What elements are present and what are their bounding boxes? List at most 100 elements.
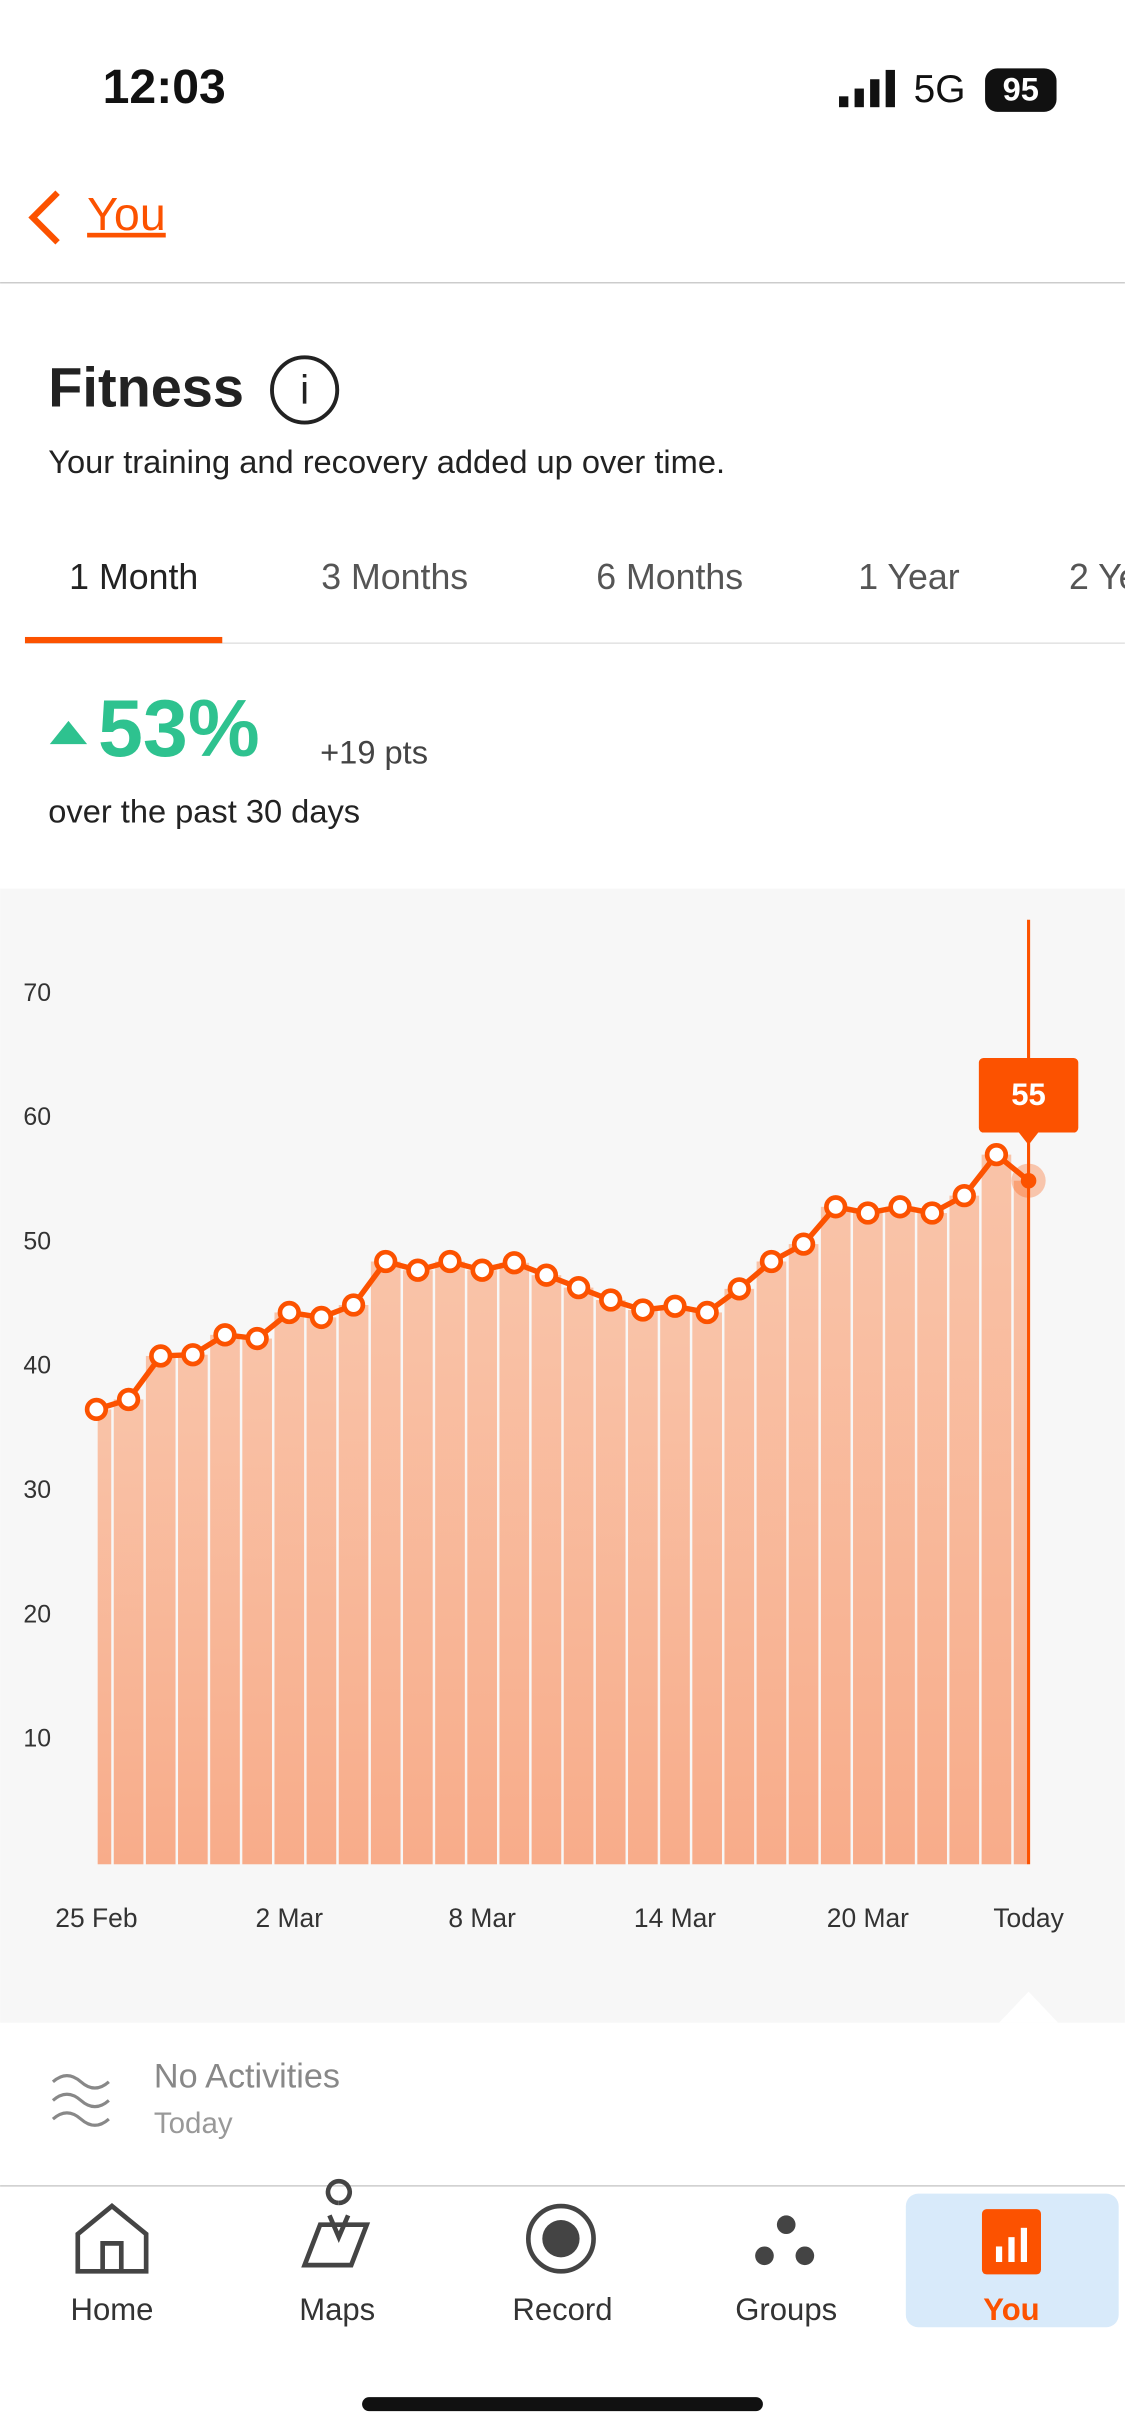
point <box>374 1249 398 1274</box>
tooltip <box>978 1057 1079 1133</box>
x-tick-label: 20 Mar <box>827 1903 909 1933</box>
point <box>181 1343 205 1367</box>
point <box>534 1263 559 1287</box>
bar <box>820 1206 851 1865</box>
bar <box>435 1261 465 1865</box>
x-tick-label: Today <box>993 1903 1064 1933</box>
info-icon[interactable] <box>270 355 340 425</box>
point <box>663 1294 687 1318</box>
bar <box>242 1338 272 1865</box>
info-i: i <box>300 367 309 413</box>
point <box>759 1249 784 1274</box>
y-tick-label: 30 <box>23 1477 51 1504</box>
point <box>470 1258 494 1282</box>
chart: 10 20 30 40 50 60 70 25 Feb 2 Mar 8 Mar 14 Mar 20 M… <box>23 919 1079 1933</box>
tab[interactable]: 1 Month <box>69 557 198 597</box>
tab-label[interactable]: Maps <box>299 2292 375 2327</box>
point <box>406 1258 430 1282</box>
activity-icon <box>51 2074 110 2127</box>
tab[interactable]: 2 Years <box>1069 557 1125 597</box>
title: Fitness <box>48 355 244 418</box>
point <box>824 1195 848 1219</box>
x-tick-label: 25 Feb <box>55 1903 137 1933</box>
bar <box>595 1300 626 1865</box>
bar <box>628 1309 658 1865</box>
tooltip-tail <box>1017 1131 1040 1145</box>
bar <box>531 1275 562 1865</box>
bar <box>917 1213 947 1865</box>
tab-label[interactable]: Home <box>71 2292 154 2327</box>
point <box>149 1344 173 1368</box>
home-indicator <box>362 2397 763 2412</box>
bar <box>788 1244 819 1865</box>
bar <box>885 1206 915 1865</box>
point <box>566 1275 591 1300</box>
maps-icon[interactable] <box>301 2178 371 2268</box>
tab-label[interactable]: You <box>983 2292 1039 2327</box>
tab-label[interactable]: Record <box>512 2292 612 2327</box>
bar <box>274 1312 305 1865</box>
bar <box>660 1306 690 1865</box>
tooltip-value: 55 <box>1011 1077 1046 1112</box>
network: 5G <box>914 68 966 111</box>
y-tick-label: 50 <box>23 1228 51 1255</box>
point <box>277 1300 301 1325</box>
activity-date: Today <box>154 2107 233 2140</box>
pointer <box>999 1991 1059 2023</box>
bar <box>949 1195 980 1865</box>
tab-bar: Home Maps Record Groups You <box>71 2292 1040 2327</box>
bar <box>306 1317 337 1865</box>
up-arrow <box>49 720 88 745</box>
home-icon[interactable] <box>75 2203 149 2274</box>
record-dot <box>542 2220 580 2258</box>
point <box>213 1323 237 1347</box>
change: 53% <box>98 684 260 774</box>
y-tick-label: 40 <box>23 1353 51 1380</box>
point <box>695 1300 719 1325</box>
x-tick-label: 8 Mar <box>448 1903 516 1933</box>
point <box>1020 1172 1037 1189</box>
y-tick-label: 20 <box>23 1601 51 1628</box>
point <box>341 1293 366 1317</box>
y-tick-label: 60 <box>23 1104 51 1131</box>
point <box>727 1277 751 1301</box>
bar <box>981 1154 1012 1865</box>
tab-indicator <box>24 636 223 644</box>
point <box>791 1232 816 1256</box>
bar <box>97 1409 112 1865</box>
point <box>438 1249 462 1274</box>
bar <box>563 1287 594 1865</box>
groups-icon[interactable] <box>755 2215 815 2266</box>
y-tick-label: 10 <box>23 1726 51 1753</box>
period: over the past 30 days <box>48 793 360 830</box>
point <box>952 1183 976 1208</box>
point <box>245 1326 269 1351</box>
battery <box>985 68 1057 112</box>
bar <box>370 1261 401 1865</box>
point <box>888 1195 912 1219</box>
back-icon[interactable] <box>28 190 60 245</box>
point <box>920 1201 944 1225</box>
tabs: 1 Month 3 Months 6 Months 1 Year 2 Years <box>69 557 1125 597</box>
record-icon[interactable] <box>525 2203 596 2274</box>
bar <box>403 1270 433 1865</box>
bar <box>467 1270 497 1865</box>
bar <box>145 1355 176 1865</box>
back-link[interactable]: You <box>87 188 166 240</box>
time: 12:03 <box>103 60 226 114</box>
tab[interactable]: 1 Year <box>858 557 959 597</box>
signal <box>839 69 895 108</box>
tab-label[interactable]: Groups <box>735 2292 837 2327</box>
tab[interactable]: 6 Months <box>596 557 743 597</box>
point <box>116 1387 141 1412</box>
tab[interactable]: 3 Months <box>321 557 468 597</box>
activity-title: No Activities <box>154 2058 340 2096</box>
point <box>631 1298 655 1322</box>
y-tick-label: 70 <box>23 980 51 1007</box>
bar <box>1013 1180 1028 1865</box>
bar <box>499 1262 530 1865</box>
point <box>309 1305 334 1330</box>
point <box>856 1201 880 1225</box>
